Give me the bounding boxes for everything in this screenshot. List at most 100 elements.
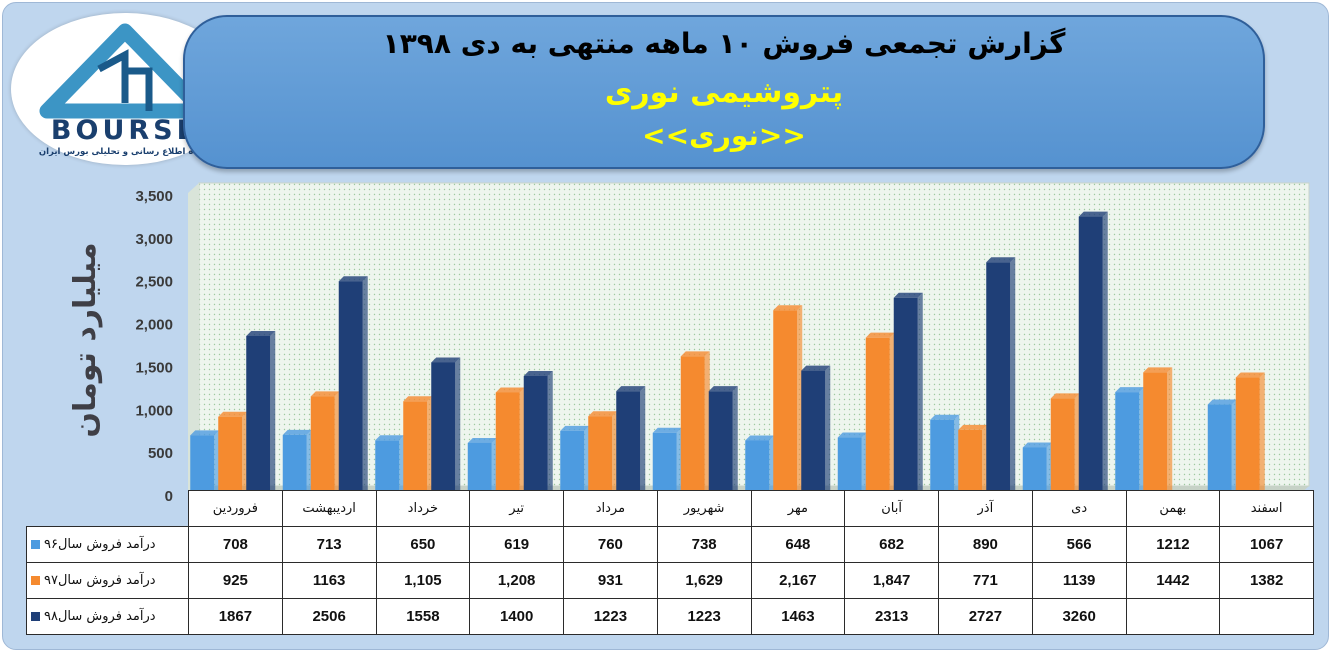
bar-s3-2 — [338, 276, 368, 496]
bar-s2-1 — [218, 411, 248, 496]
bar-front — [893, 297, 918, 496]
bar-top — [338, 276, 368, 282]
bar-side — [640, 386, 646, 496]
month-header: تیر — [469, 490, 564, 527]
bar-s1-7 — [745, 435, 775, 496]
bar-side — [954, 414, 960, 496]
series-name: درآمد فروش سال۹۸ — [44, 609, 156, 624]
bar-top — [708, 386, 738, 392]
month-header: شهریور — [656, 490, 752, 527]
value-cell: 2506 — [281, 598, 377, 635]
value-cell: 925 — [188, 562, 283, 599]
bar-top — [930, 414, 960, 420]
bar-side — [427, 396, 433, 496]
bar-s2-11 — [1143, 367, 1173, 496]
bar-front — [837, 437, 862, 496]
bar-side — [519, 387, 525, 496]
series-name: درآمد فروش سال۹۷ — [44, 573, 156, 588]
report-title: گزارش تجمعی فروش ۱۰ ماهه منتهی به دی ۱۳۹… — [382, 27, 1066, 60]
bar-side — [1139, 387, 1145, 496]
bar-front — [1143, 372, 1168, 496]
table-row: درآمد فروش سال۹۸ 1867 2506 1558 1400 1223 1223… — [26, 598, 1314, 635]
y-tick-label: 2,500 — [135, 274, 173, 291]
bar-front — [1022, 447, 1047, 496]
bar-top — [1050, 393, 1080, 399]
bar-top — [1143, 367, 1173, 373]
bar-s1-9 — [930, 414, 960, 496]
bar-side — [917, 292, 923, 496]
bar-side — [861, 432, 867, 496]
series-name: درآمد فروش سال۹۶ — [44, 537, 156, 552]
table-corner-cell — [26, 490, 189, 527]
bar-top — [246, 330, 276, 336]
bar-front — [375, 440, 400, 496]
bar-front — [431, 362, 456, 496]
bar-top — [403, 396, 433, 402]
logo-triangle-icon — [39, 23, 211, 119]
bar-top — [837, 432, 867, 438]
bar-s2-10 — [1050, 393, 1080, 496]
value-cell: 1442 — [1125, 562, 1221, 599]
bar-s1-8 — [837, 432, 867, 496]
value-cell: 2,167 — [750, 562, 846, 599]
series-label-cell: درآمد فروش سال۹۷ — [26, 562, 189, 599]
legend-key-icon — [31, 540, 40, 549]
value-cell — [1219, 598, 1314, 635]
bar-top — [560, 425, 590, 431]
bar-top — [1115, 387, 1145, 393]
bar-top — [680, 351, 710, 357]
bar-top — [1235, 372, 1265, 378]
company-name: پتروشیمی نوری — [604, 75, 844, 110]
value-cell: 566 — [1031, 526, 1127, 563]
bar-front — [616, 391, 641, 496]
month-header: فروردین — [188, 490, 283, 527]
bar-front — [282, 434, 307, 496]
ticker-symbol-text: <<نوری>> — [642, 119, 806, 152]
bar-front — [403, 401, 428, 496]
bar-top — [467, 437, 497, 443]
value-cell: 650 — [375, 526, 471, 563]
bar-s1-2 — [282, 429, 312, 496]
bar-front — [190, 435, 215, 496]
bar-side — [889, 332, 895, 496]
bar-top — [958, 424, 988, 430]
bar-s3-8 — [893, 292, 923, 496]
bar-s2-8 — [865, 332, 895, 496]
value-cell: 760 — [563, 526, 658, 563]
ticker-symbol: <<نوری>> — [185, 119, 1263, 152]
bar-s1-12 — [1207, 399, 1237, 496]
table-row: درآمد فروش سال۹۶ 708 713 650 619 760 738 648 682… — [26, 526, 1314, 563]
bar-s3-9 — [986, 257, 1016, 496]
bar-side — [1074, 393, 1080, 496]
value-cell: 1212 — [1125, 526, 1221, 563]
value-cell: 1,105 — [375, 562, 471, 599]
bar-side — [704, 351, 710, 496]
bar-front — [218, 416, 243, 496]
bar-side — [242, 411, 248, 496]
bar-side — [1231, 399, 1237, 496]
value-cell — [1125, 598, 1221, 635]
value-cell: 931 — [563, 562, 658, 599]
value-cell: 3260 — [1031, 598, 1127, 635]
bar-s3-5 — [616, 386, 646, 496]
value-cell: 648 — [750, 526, 846, 563]
bar-side — [1102, 211, 1108, 497]
month-header: آذر — [938, 490, 1033, 527]
bar-front — [523, 376, 548, 496]
bar-s1-4 — [467, 437, 497, 496]
bar-front — [930, 419, 955, 496]
bar-s3-1 — [246, 330, 276, 496]
bar-s2-9 — [958, 424, 988, 496]
bar-side — [491, 437, 497, 496]
bar-s2-3 — [403, 396, 433, 496]
bar-side — [455, 357, 461, 496]
bar-top — [773, 305, 803, 311]
month-header: مرداد — [563, 490, 658, 527]
month-header: خرداد — [375, 490, 471, 527]
value-cell: 1223 — [563, 598, 658, 635]
y-axis-label: میلیارد تومان — [68, 242, 103, 437]
y-tick-label: 3,500 — [135, 188, 173, 205]
